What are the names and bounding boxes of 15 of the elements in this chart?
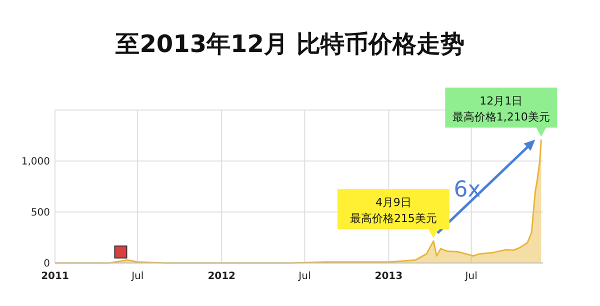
x-tick-label: Jul bbox=[298, 271, 311, 282]
y-tick-label: 500 bbox=[30, 208, 50, 218]
annotation: 4月9日 bbox=[375, 196, 412, 210]
y-tick-label: 1,000 bbox=[21, 156, 50, 168]
x-tick-label: Jul bbox=[464, 271, 478, 282]
chart-title: 至2013年12月 比特币价格走势 bbox=[114, 30, 464, 58]
x-tick-label: 2013 bbox=[374, 271, 403, 282]
y-tick-label: 0 bbox=[44, 258, 50, 270]
x-tick-label: 2011 bbox=[41, 271, 69, 282]
annotation: 最高价格1,210美元 bbox=[452, 110, 550, 124]
annotation: 6x bbox=[454, 177, 481, 202]
text: 12月1日 bbox=[480, 94, 523, 108]
x-tick-label: Jul bbox=[130, 271, 144, 282]
x-tick-label: 2012 bbox=[208, 271, 236, 282]
annotation: 最高价格215美元 bbox=[350, 212, 437, 226]
